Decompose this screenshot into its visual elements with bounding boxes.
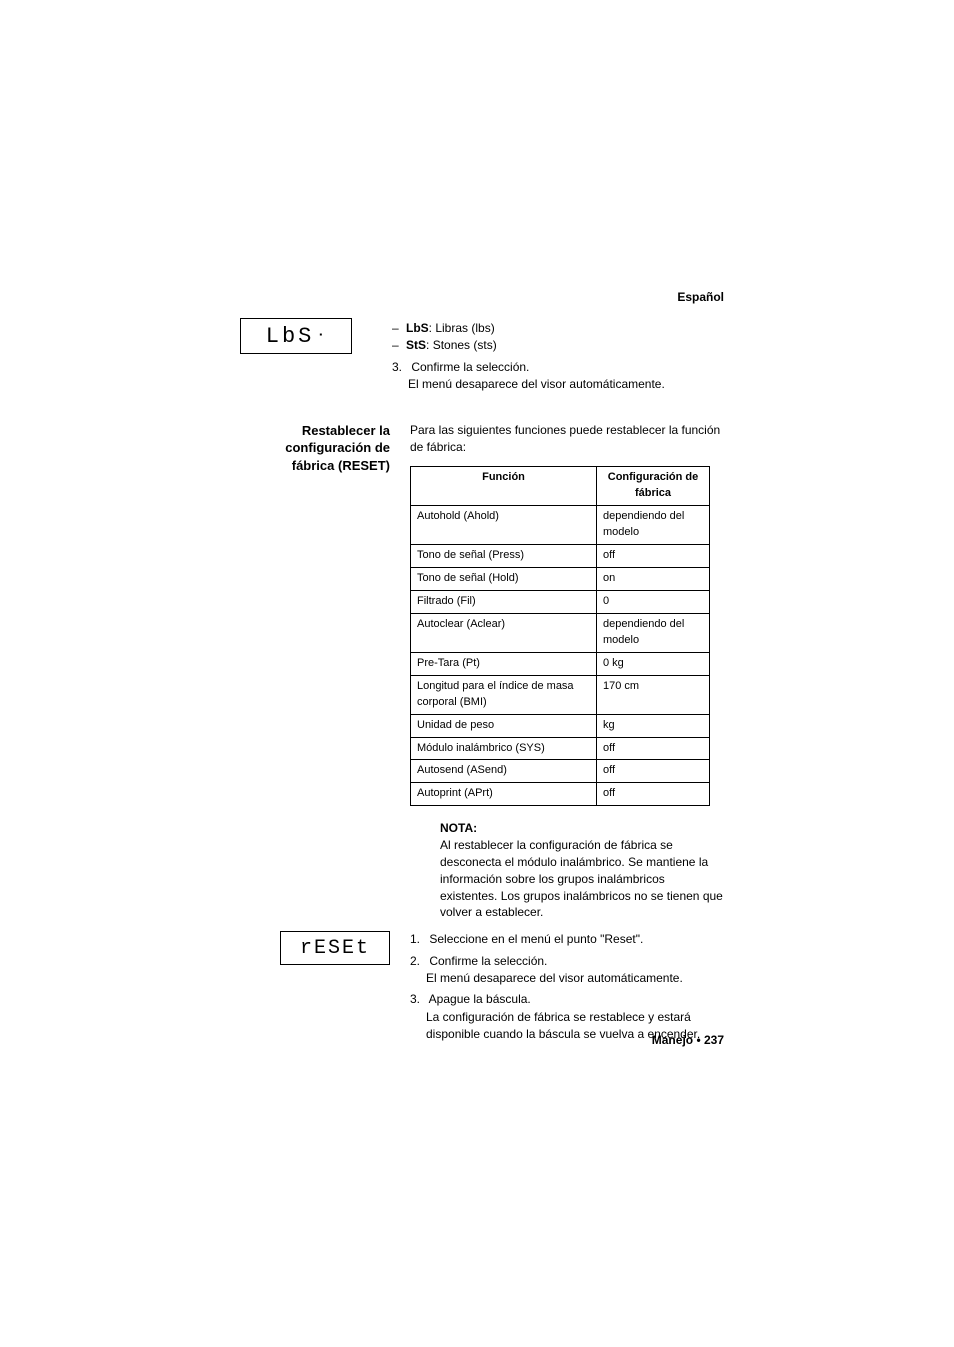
table-row: Autohold (Ahold) dependiendo del modelo: [411, 506, 710, 545]
table-cell-fn: Tono de señal (Press): [411, 545, 597, 568]
page: Español LbS ▪ LbS: Libras (lbs) StS: Sto…: [0, 0, 954, 1347]
reset-step-2-num: 2.: [410, 953, 426, 970]
nota-title: NOTA:: [440, 820, 724, 837]
unit-option-sts: StS: Stones (sts): [392, 337, 665, 354]
table-row: Longitud para el índice de masa corporal…: [411, 675, 710, 714]
table-cell-fn: Unidad de peso: [411, 714, 597, 737]
nota-block: NOTA: Al restablecer la configuración de…: [440, 820, 724, 921]
unit-section-text: LbS: Libras (lbs) StS: Stones (sts) 3. C…: [392, 320, 665, 394]
unit-section: LbS ▪ LbS: Libras (lbs) StS: Stones (sts…: [240, 320, 724, 394]
confirm-step-text: Confirme la selección.: [411, 360, 529, 374]
table-cell-fn: Módulo inalámbrico (SYS): [411, 737, 597, 760]
reset-step-2-text: Confirme la selección.: [429, 954, 547, 968]
table-row: Filtrado (Fil) 0: [411, 590, 710, 613]
reset-section: Restablecer la configuración de fábrica …: [240, 422, 724, 922]
net-icon: ▪: [318, 332, 326, 340]
lcd-display-lbs-text: LbS: [266, 324, 315, 349]
reset-step-2: 2. Confirme la selección. El menú desapa…: [410, 953, 724, 988]
lcd-col: rESEt: [240, 927, 390, 965]
unit-option-lbs: LbS: Libras (lbs): [392, 320, 665, 337]
table-row: Autoclear (Aclear) dependiendo del model…: [411, 613, 710, 652]
table-cell-val: on: [597, 568, 710, 591]
table-cell-fn: Autoclear (Aclear): [411, 613, 597, 652]
confirm-step-cont: El menú desaparece del visor automáticam…: [408, 376, 665, 393]
lcd-display-reset-text: rESEt: [300, 937, 370, 960]
unit-option-lbs-code: LbS: [406, 321, 429, 335]
table-cell-fn: Longitud para el índice de masa corporal…: [411, 675, 597, 714]
reset-heading-line2: configuración de: [285, 440, 390, 455]
reset-heading: Restablecer la configuración de fábrica …: [240, 422, 390, 475]
table-cell-fn: Autohold (Ahold): [411, 506, 597, 545]
table-cell-fn: Tono de señal (Hold): [411, 568, 597, 591]
table-cell-val: kg: [597, 714, 710, 737]
unit-option-sts-desc: Stones (sts): [433, 338, 497, 352]
table-cell-val: dependiendo del modelo: [597, 506, 710, 545]
reset-intro: Para las siguientes funciones puede rest…: [410, 422, 724, 457]
factory-settings-table: Función Configuración de fábrica Autohol…: [410, 466, 710, 806]
table-row: Unidad de peso kg: [411, 714, 710, 737]
language-label: Español: [677, 290, 724, 304]
table-row: Pre-Tara (Pt) 0 kg: [411, 652, 710, 675]
reset-step-1-num: 1.: [410, 931, 426, 948]
reset-step-3-num: 3.: [410, 991, 426, 1008]
unit-option-lbs-desc: Libras (lbs): [435, 321, 494, 335]
table-cell-val: off: [597, 545, 710, 568]
lcd-display-reset: rESEt: [280, 931, 390, 965]
page-footer: Manejo • 237: [652, 1033, 724, 1047]
reset-step-1-text: Seleccione en el menú el punto "Reset".: [429, 932, 643, 946]
reset-steps-section: rESEt 1. Seleccione en el menú el punto …: [240, 927, 724, 1043]
table-row: Módulo inalámbrico (SYS) off: [411, 737, 710, 760]
table-cell-val: off: [597, 737, 710, 760]
table-header-factory: Configuración de fábrica: [597, 467, 710, 506]
table-row: Tono de señal (Press) off: [411, 545, 710, 568]
table-header-function: Función: [411, 467, 597, 506]
table-cell-fn: Autosend (ASend): [411, 760, 597, 783]
lcd-display-lbs: LbS ▪: [240, 318, 352, 354]
table-cell-val: 170 cm: [597, 675, 710, 714]
table-cell-fn: Autoprint (APrt): [411, 783, 597, 806]
table-cell-val: dependiendo del modelo: [597, 613, 710, 652]
unit-option-sts-code: StS: [406, 338, 426, 352]
table-row: Tono de señal (Hold) on: [411, 568, 710, 591]
table-row: Autoprint (APrt) off: [411, 783, 710, 806]
table-cell-fn: Pre-Tara (Pt): [411, 652, 597, 675]
table-header-row: Función Configuración de fábrica: [411, 467, 710, 506]
table-row: Autosend (ASend) off: [411, 760, 710, 783]
table-cell-val: 0: [597, 590, 710, 613]
table-cell-fn: Filtrado (Fil): [411, 590, 597, 613]
table-cell-val: off: [597, 760, 710, 783]
reset-heading-line1: Restablecer la: [302, 423, 390, 438]
table-cell-val: 0 kg: [597, 652, 710, 675]
reset-steps: 1. Seleccione en el menú el punto "Reset…: [410, 927, 724, 1043]
reset-step-3-text: Apague la báscula.: [429, 992, 531, 1006]
confirm-step: 3. Confirme la selección. El menú desapa…: [392, 359, 665, 394]
reset-step-2-cont: El menú desaparece del visor automáticam…: [426, 970, 724, 987]
confirm-step-num: 3.: [392, 359, 408, 376]
nota-body: Al restablecer la configuración de fábri…: [440, 837, 724, 921]
reset-body: Para las siguientes funciones puede rest…: [410, 422, 724, 922]
table-cell-val: off: [597, 783, 710, 806]
unit-option-list: LbS: Libras (lbs) StS: Stones (sts): [392, 320, 665, 355]
reset-step-1: 1. Seleccione en el menú el punto "Reset…: [410, 931, 724, 948]
reset-heading-line3: fábrica (RESET): [292, 458, 390, 473]
